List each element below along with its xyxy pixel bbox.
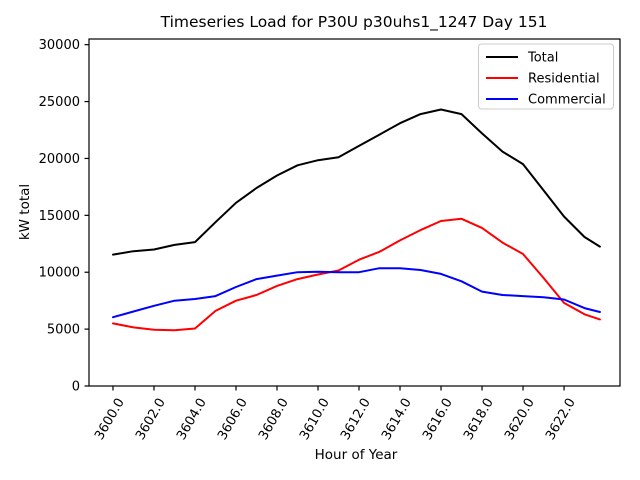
- x-tick-label: 3616.0: [420, 396, 456, 443]
- x-tick-label: 3620.0: [502, 396, 538, 443]
- chart-title: Timeseries Load for P30U p30uhs1_1247 Da…: [160, 13, 548, 32]
- x-tick-label: 3618.0: [461, 396, 497, 443]
- axes-spines: [88, 38, 621, 387]
- total-line: [112, 108, 601, 256]
- y-tick-label: 20000: [39, 152, 80, 167]
- x-tick-label: 3608.0: [256, 396, 292, 443]
- x-tick-label: 3606.0: [215, 396, 251, 443]
- legend-label-total: Total: [527, 51, 558, 66]
- y-tick-label: 0: [72, 380, 80, 395]
- y-tick-label: 10000: [39, 266, 80, 281]
- x-tick-label: 3600.0: [92, 396, 128, 443]
- x-tick-label: 3612.0: [338, 396, 374, 443]
- y-tick-label: 15000: [39, 209, 80, 224]
- legend-label-commercial: Commercial: [528, 93, 606, 108]
- x-tick-label: 3614.0: [379, 396, 415, 443]
- residential-line: [112, 217, 601, 332]
- legend: Total Residential Commercial: [478, 43, 614, 110]
- y-tick-label: 30000: [39, 38, 80, 53]
- legend-entry-residential: Residential: [486, 72, 600, 87]
- y-tick-label: 25000: [39, 95, 80, 110]
- x-tick-label: 3622.0: [543, 396, 579, 443]
- legend-box: [478, 43, 614, 110]
- x-tick-label: 3602.0: [133, 396, 169, 443]
- legend-label-residential: Residential: [528, 72, 600, 87]
- legend-entry-total: Total: [486, 51, 558, 66]
- x-tick-label: 3604.0: [174, 396, 210, 443]
- y-tick-label: 5000: [47, 323, 80, 338]
- legend-entry-commercial: Commercial: [486, 93, 606, 108]
- x-tick-label: 3610.0: [297, 396, 333, 443]
- commercial-line: [112, 267, 601, 319]
- x-axis-label: Hour of Year: [315, 447, 398, 463]
- y-axis-label: kW total: [17, 184, 33, 240]
